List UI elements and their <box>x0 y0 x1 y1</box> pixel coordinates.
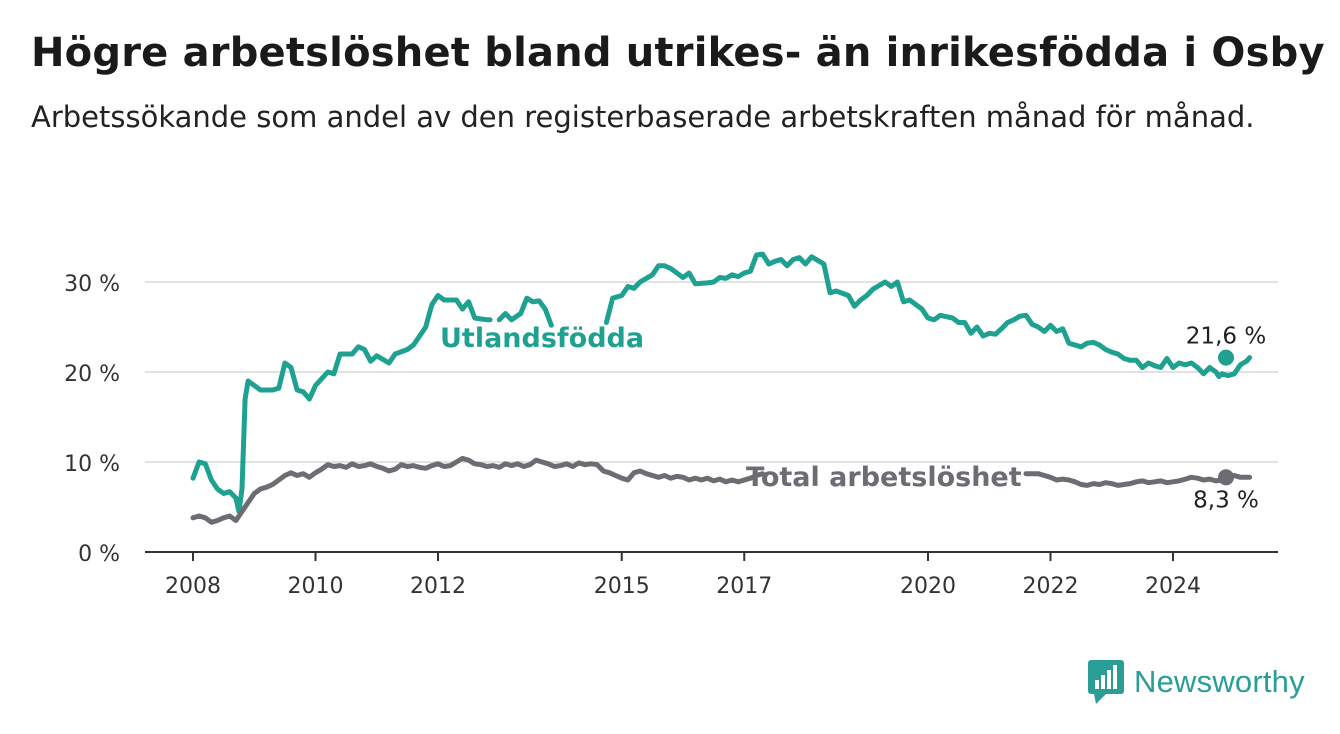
series-end-label-1: 8,3 % <box>1193 487 1259 513</box>
y-axis: 0 % 10 % 20 % 30 % <box>64 272 120 567</box>
series-line-0 <box>496 295 554 328</box>
x-tick-label: 2015 <box>594 574 650 599</box>
series-end-point-0 <box>1218 349 1234 366</box>
chart-subtitle: Arbetssökande som andel av den registerb… <box>31 100 1255 134</box>
series-end-label-0: 21,6 % <box>1186 324 1266 350</box>
series-end-point-1 <box>1218 469 1234 486</box>
x-tick-label: 2012 <box>410 574 466 599</box>
x-axis: 2008 2010 2012 2015 2017 2020 2022 2024 <box>145 551 1278 599</box>
chart-title: Högre arbetslöshet bland utrikes- än inr… <box>31 30 1325 76</box>
series-line-1 <box>1023 471 1253 488</box>
series-labels: 21,6 % 8,3 % Utlandsfödda Total arbetslöshe… <box>440 323 1266 513</box>
series-line-1 <box>190 455 766 525</box>
x-tick-label: 2010 <box>288 574 344 599</box>
series-annotation-1: Total arbetslöshet <box>746 462 1022 493</box>
y-tick-label: 0 % <box>78 542 120 567</box>
series-line-0 <box>190 293 493 514</box>
y-tick-label: 10 % <box>64 452 120 477</box>
series-line-0 <box>603 251 1253 379</box>
x-tick-label: 2008 <box>165 574 221 599</box>
newsworthy-brand[interactable]: Newsworthy <box>1088 660 1305 704</box>
y-tick-label: 20 % <box>64 362 120 387</box>
brand-name: Newsworthy <box>1134 664 1305 699</box>
series-lines <box>190 251 1253 525</box>
x-tick-label: 2020 <box>900 574 956 599</box>
x-tick-label: 2022 <box>1023 574 1079 599</box>
x-tick-label: 2024 <box>1145 574 1201 599</box>
gridlines <box>145 281 1278 463</box>
newsworthy-logo-icon <box>1088 660 1124 704</box>
series-annotation-0: Utlandsfödda <box>440 323 644 354</box>
x-tick-label: 2017 <box>716 574 772 599</box>
y-tick-label: 30 % <box>64 272 120 297</box>
